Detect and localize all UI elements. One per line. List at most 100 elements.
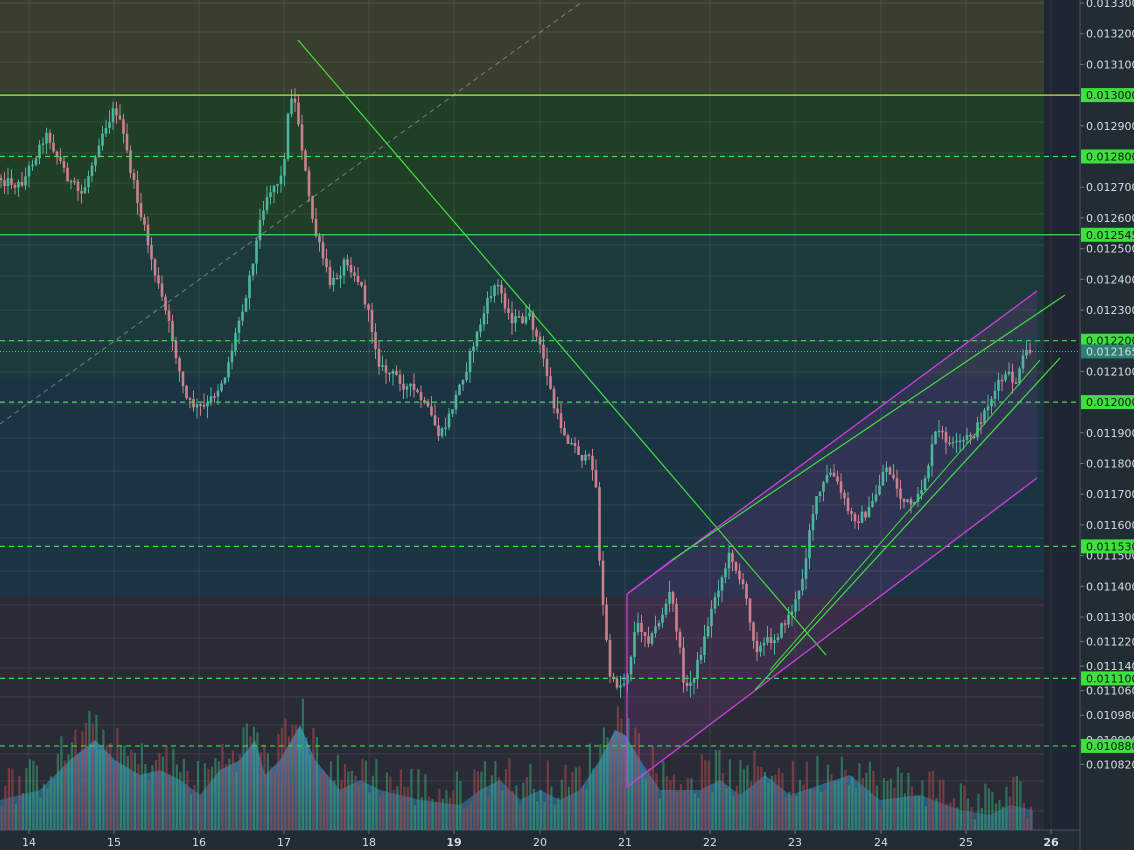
volume-bar	[749, 781, 752, 830]
volume-bar	[791, 760, 794, 830]
volume-bar	[536, 801, 539, 830]
candle-body	[643, 632, 647, 636]
candle-body	[864, 511, 867, 518]
volume-bar	[945, 803, 948, 830]
candle-body	[125, 133, 129, 151]
volume-bar	[462, 808, 465, 830]
candle-body	[748, 598, 752, 623]
volume-bar	[767, 782, 770, 830]
volume-bar	[837, 781, 840, 830]
volume-bar	[728, 759, 731, 830]
price-level-badge[interactable]: 0.011100	[1081, 671, 1134, 686]
volume-bar	[952, 797, 955, 830]
volume-bar	[1001, 806, 1004, 830]
candle-body	[857, 521, 860, 523]
candle-body	[465, 371, 468, 381]
candle-body	[1021, 355, 1025, 369]
candle-body	[332, 277, 335, 285]
volume-bar	[196, 761, 199, 830]
volume-bar	[305, 737, 308, 830]
volume-bar	[532, 788, 535, 830]
candle-body	[696, 659, 699, 680]
candle-body	[192, 399, 195, 408]
volume-bar	[910, 786, 913, 830]
candle-body	[143, 217, 146, 225]
candle-body	[941, 430, 944, 433]
candle-body	[101, 133, 104, 146]
price-level-badge[interactable]: 0.012545	[1081, 227, 1134, 242]
volume-bar	[179, 772, 182, 830]
volume-bar	[102, 729, 105, 830]
volume-bar	[242, 727, 245, 830]
volume-bar	[200, 794, 203, 830]
volume-bar	[347, 771, 350, 830]
volume-bar	[504, 769, 507, 830]
volume-bar	[88, 710, 91, 830]
price-tick-label: 0.012900	[1086, 120, 1134, 133]
volume-bar	[620, 718, 623, 830]
candle-body	[615, 678, 619, 688]
volume-bar	[651, 747, 654, 830]
candle-body	[825, 475, 829, 483]
volume-bar	[830, 774, 833, 830]
candle-body	[423, 400, 426, 402]
volume-bar	[592, 768, 595, 830]
volume-bar	[711, 792, 714, 830]
price-tick-label: 0.011060	[1086, 685, 1134, 698]
candle-body	[1000, 379, 1004, 382]
volume-bar	[823, 790, 826, 830]
candle-body	[41, 143, 45, 145]
candle-body	[535, 329, 538, 337]
volume-bar	[158, 753, 161, 830]
volume-bar	[109, 742, 112, 830]
candle-body	[591, 455, 594, 470]
volume-bar	[567, 786, 570, 830]
time-axis[interactable]: 14 15 16 17 18 19 20 21 22 23 24 25 26	[22, 830, 1059, 849]
volume-bar	[235, 771, 238, 830]
candle-body	[108, 122, 111, 128]
volume-bar	[529, 763, 532, 830]
volume-bar	[644, 778, 647, 830]
candle-body	[808, 530, 811, 559]
volume-bar	[756, 766, 759, 830]
candle-body	[377, 348, 381, 367]
price-level-label: 0.011530	[1086, 540, 1134, 553]
volume-bar	[781, 773, 784, 830]
candle-body	[363, 285, 367, 305]
candle-body	[706, 626, 710, 637]
price-level-badge[interactable]: 0.012000	[1081, 395, 1134, 410]
candle-body	[801, 578, 804, 591]
volume-bar	[217, 761, 220, 830]
volume-bar	[11, 768, 14, 830]
candle-body	[405, 386, 409, 390]
candle-body	[444, 427, 447, 429]
price-level-label: 0.011100	[1086, 672, 1134, 685]
volume-bar	[189, 794, 192, 830]
price-level-badge[interactable]: 0.010880	[1081, 738, 1134, 753]
candle-body	[199, 404, 202, 406]
candle-body	[727, 552, 731, 569]
volume-bar	[886, 781, 889, 830]
candle-body	[178, 358, 181, 372]
candle-body	[164, 296, 167, 311]
price-level-badge[interactable]: 0.012800	[1081, 149, 1134, 164]
volume-bar	[511, 791, 514, 830]
price-level-badge[interactable]: 0.013000	[1081, 88, 1134, 103]
price-axis[interactable]: 0.013300 0.013200 0.013100 0.012900 0.012700…	[1080, 0, 1134, 771]
volume-bar	[746, 765, 749, 830]
volume-bar	[350, 771, 353, 830]
volume-bar	[896, 766, 899, 830]
volume-bar	[483, 761, 486, 830]
volume-bar	[1022, 802, 1025, 830]
volume-bar	[452, 790, 455, 830]
volume-bar	[879, 809, 882, 830]
price-level-badge[interactable]: 0.011530	[1081, 539, 1134, 554]
candle-body	[118, 115, 122, 120]
candle-body	[580, 455, 584, 461]
candle-body	[290, 98, 293, 114]
candle-body	[559, 413, 563, 428]
candle-body	[598, 487, 601, 561]
candle-body	[440, 428, 444, 437]
